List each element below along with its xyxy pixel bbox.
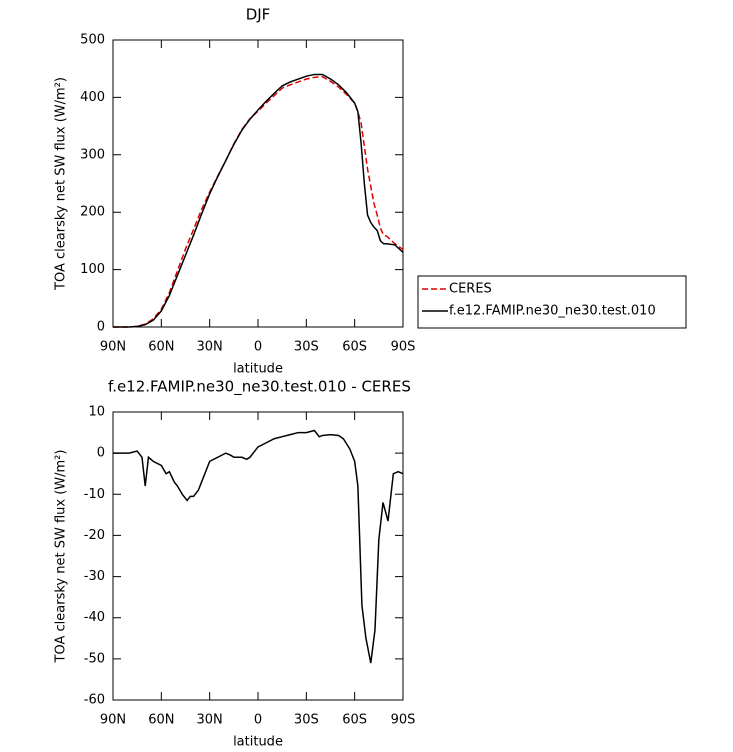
- chart-title: DJF: [246, 6, 271, 24]
- x-tick-label: 60S: [342, 713, 367, 728]
- legend-label: f.e12.FAMIP.ne30_ne30.test.010: [449, 304, 656, 319]
- x-tick-label: 30N: [197, 713, 223, 728]
- y-tick-label: 400: [80, 90, 105, 105]
- y-tick-label: 0: [97, 320, 105, 335]
- x-tick-label: 30N: [197, 340, 223, 355]
- y-tick-label: -30: [84, 569, 105, 584]
- y-tick-label: 10: [88, 405, 105, 420]
- chart-title: f.e12.FAMIP.ne30_ne30.test.010 - CERES: [108, 378, 411, 397]
- x-tick-label: 90S: [391, 340, 416, 355]
- x-axis-label: latitude: [233, 735, 283, 750]
- y-axis-label: TOA clearsky net SW flux (W/m²): [54, 77, 69, 291]
- x-tick-label: 60S: [342, 340, 367, 355]
- y-tick-label: 100: [80, 262, 105, 277]
- data-line: [113, 429, 404, 664]
- x-tick-label: 90N: [100, 713, 126, 728]
- y-tick-label: 0: [97, 446, 105, 461]
- x-tick-label: 0: [254, 340, 262, 355]
- x-tick-label: 30S: [294, 713, 319, 728]
- x-tick-label: 90S: [391, 713, 416, 728]
- x-axis-label: latitude: [233, 362, 283, 377]
- y-tick-label: -50: [84, 651, 105, 666]
- x-tick-label: 90N: [100, 340, 126, 355]
- plot-frame: [112, 39, 404, 328]
- y-tick-label: -60: [84, 693, 105, 708]
- y-axis-label: TOA clearsky net SW flux (W/m²): [54, 450, 69, 664]
- y-tick-label: 200: [80, 205, 105, 220]
- data-line: [113, 73, 404, 328]
- y-tick-label: -10: [84, 487, 105, 502]
- data-line: [113, 75, 404, 328]
- x-tick-label: 60N: [148, 713, 174, 728]
- y-tick-label: 300: [80, 147, 105, 162]
- x-tick-label: 60N: [148, 340, 174, 355]
- legend-box: [417, 275, 687, 329]
- x-tick-label: 30S: [294, 340, 319, 355]
- legend-label: CERES: [449, 282, 492, 297]
- y-tick-label: -20: [84, 528, 105, 543]
- y-tick-label: 500: [80, 33, 105, 48]
- y-tick-label: -40: [84, 610, 105, 625]
- x-tick-label: 0: [254, 713, 262, 728]
